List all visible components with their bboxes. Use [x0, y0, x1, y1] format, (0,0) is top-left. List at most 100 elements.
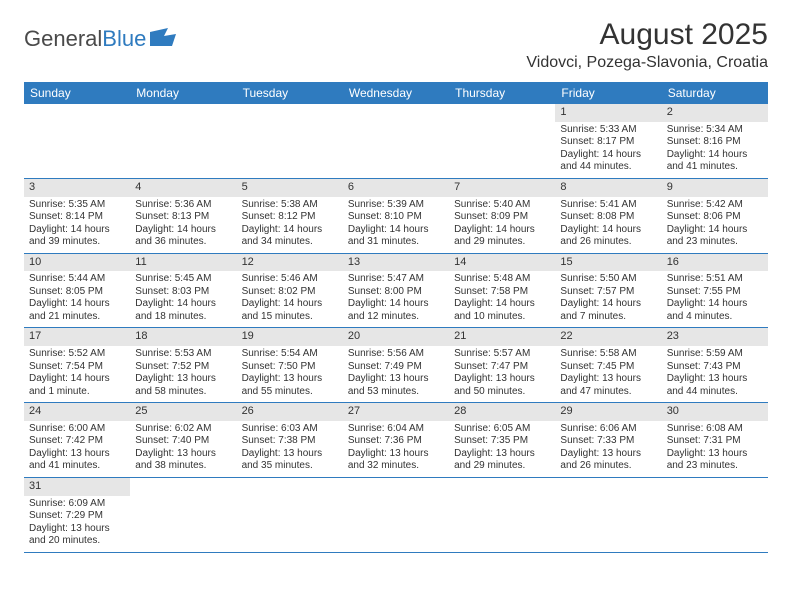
sunset-text: Sunset: 8:06 PM	[667, 211, 763, 224]
sunrise-text: Sunrise: 5:39 AM	[348, 199, 444, 212]
day-body: Sunrise: 5:53 AMSunset: 7:52 PMDaylight:…	[130, 346, 236, 402]
logo-flag-icon	[150, 26, 176, 52]
week-row: 1Sunrise: 5:33 AMSunset: 8:17 PMDaylight…	[24, 104, 768, 179]
day-body: Sunrise: 5:42 AMSunset: 8:06 PMDaylight:…	[662, 197, 768, 253]
sunset-text: Sunset: 7:38 PM	[242, 435, 338, 448]
month-title: August 2025	[526, 18, 768, 52]
sunset-text: Sunset: 8:05 PM	[29, 286, 125, 299]
sunset-text: Sunset: 7:50 PM	[242, 361, 338, 374]
daylight-text: Daylight: 13 hours and 35 minutes.	[242, 448, 338, 473]
sunset-text: Sunset: 8:09 PM	[454, 211, 550, 224]
daylight-text: Daylight: 14 hours and 10 minutes.	[454, 298, 550, 323]
sunrise-text: Sunrise: 5:41 AM	[560, 199, 656, 212]
sunset-text: Sunset: 7:49 PM	[348, 361, 444, 374]
sunset-text: Sunset: 8:03 PM	[135, 286, 231, 299]
sunset-text: Sunset: 7:58 PM	[454, 286, 550, 299]
day-body: Sunrise: 6:06 AMSunset: 7:33 PMDaylight:…	[555, 421, 661, 477]
day-body: Sunrise: 5:56 AMSunset: 7:49 PMDaylight:…	[343, 346, 449, 402]
day-number: 9	[662, 179, 768, 197]
sunrise-text: Sunrise: 5:48 AM	[454, 273, 550, 286]
sunset-text: Sunset: 8:16 PM	[667, 136, 763, 149]
daylight-text: Daylight: 14 hours and 4 minutes.	[667, 298, 763, 323]
day-number: 19	[237, 328, 343, 346]
sunset-text: Sunset: 8:00 PM	[348, 286, 444, 299]
daylight-text: Daylight: 13 hours and 47 minutes.	[560, 373, 656, 398]
sunset-text: Sunset: 8:10 PM	[348, 211, 444, 224]
day-cell-empty	[24, 104, 130, 178]
day-cell: 5Sunrise: 5:38 AMSunset: 8:12 PMDaylight…	[237, 179, 343, 253]
sunset-text: Sunset: 7:52 PM	[135, 361, 231, 374]
calendar: SundayMondayTuesdayWednesdayThursdayFrid…	[24, 82, 768, 553]
daylight-text: Daylight: 13 hours and 41 minutes.	[29, 448, 125, 473]
daylight-text: Daylight: 13 hours and 23 minutes.	[667, 448, 763, 473]
sunrise-text: Sunrise: 5:36 AM	[135, 199, 231, 212]
sunset-text: Sunset: 7:35 PM	[454, 435, 550, 448]
day-cell-empty	[343, 478, 449, 552]
daylight-text: Daylight: 14 hours and 31 minutes.	[348, 224, 444, 249]
sunrise-text: Sunrise: 5:40 AM	[454, 199, 550, 212]
day-body: Sunrise: 5:34 AMSunset: 8:16 PMDaylight:…	[662, 122, 768, 178]
day-cell: 15Sunrise: 5:50 AMSunset: 7:57 PMDayligh…	[555, 254, 661, 328]
day-cell-empty	[237, 478, 343, 552]
daylight-text: Daylight: 13 hours and 20 minutes.	[29, 523, 125, 548]
daylight-text: Daylight: 13 hours and 29 minutes.	[454, 448, 550, 473]
day-cell: 22Sunrise: 5:58 AMSunset: 7:45 PMDayligh…	[555, 328, 661, 402]
sunrise-text: Sunrise: 6:06 AM	[560, 423, 656, 436]
logo-text-2: Blue	[102, 26, 146, 52]
day-cell: 27Sunrise: 6:04 AMSunset: 7:36 PMDayligh…	[343, 403, 449, 477]
daylight-text: Daylight: 14 hours and 26 minutes.	[560, 224, 656, 249]
day-number: 15	[555, 254, 661, 272]
day-number: 8	[555, 179, 661, 197]
day-cell-empty	[449, 478, 555, 552]
day-cell: 4Sunrise: 5:36 AMSunset: 8:13 PMDaylight…	[130, 179, 236, 253]
day-cell: 30 Sunrise: 6:08 AMSunset: 7:31 PMDayligh…	[662, 403, 768, 477]
sunrise-text: Sunrise: 5:47 AM	[348, 273, 444, 286]
day-number: 25	[130, 403, 236, 421]
sunrise-text: Sunrise: 5:58 AM	[560, 348, 656, 361]
day-cell: 7Sunrise: 5:40 AMSunset: 8:09 PMDaylight…	[449, 179, 555, 253]
daylight-text: Daylight: 13 hours and 32 minutes.	[348, 448, 444, 473]
day-body: Sunrise: 5:38 AMSunset: 8:12 PMDaylight:…	[237, 197, 343, 253]
week-row: 10Sunrise: 5:44 AMSunset: 8:05 PMDayligh…	[24, 254, 768, 329]
day-number: 10	[24, 254, 130, 272]
sunset-text: Sunset: 8:02 PM	[242, 286, 338, 299]
day-cell: 14Sunrise: 5:48 AMSunset: 7:58 PMDayligh…	[449, 254, 555, 328]
day-number: 31	[24, 478, 130, 496]
day-cell: 24Sunrise: 6:00 AMSunset: 7:42 PMDayligh…	[24, 403, 130, 477]
daylight-text: Daylight: 14 hours and 39 minutes.	[29, 224, 125, 249]
sunset-text: Sunset: 8:13 PM	[135, 211, 231, 224]
logo-text-1: General	[24, 26, 102, 52]
day-cell: 6Sunrise: 5:39 AMSunset: 8:10 PMDaylight…	[343, 179, 449, 253]
daylight-text: Daylight: 14 hours and 12 minutes.	[348, 298, 444, 323]
header: GeneralBlue August 2025 Vidovci, Pozega-…	[24, 18, 768, 72]
sunrise-text: Sunrise: 5:59 AM	[667, 348, 763, 361]
day-number: 3	[24, 179, 130, 197]
logo: GeneralBlue	[24, 26, 176, 52]
day-body: Sunrise: 6:03 AMSunset: 7:38 PMDaylight:…	[237, 421, 343, 477]
daylight-text: Daylight: 14 hours and 18 minutes.	[135, 298, 231, 323]
weekday-header: Sunday	[24, 82, 130, 104]
daylight-text: Daylight: 14 hours and 36 minutes.	[135, 224, 231, 249]
day-cell: 28Sunrise: 6:05 AMSunset: 7:35 PMDayligh…	[449, 403, 555, 477]
day-body: Sunrise: 5:58 AMSunset: 7:45 PMDaylight:…	[555, 346, 661, 402]
sunset-text: Sunset: 7:55 PM	[667, 286, 763, 299]
sunset-text: Sunset: 7:45 PM	[560, 361, 656, 374]
daylight-text: Daylight: 13 hours and 26 minutes.	[560, 448, 656, 473]
day-body: Sunrise: 6:00 AMSunset: 7:42 PMDaylight:…	[24, 421, 130, 477]
day-body: Sunrise: 6:09 AMSunset: 7:29 PMDaylight:…	[24, 496, 130, 552]
sunset-text: Sunset: 7:31 PM	[667, 435, 763, 448]
day-number: 12	[237, 254, 343, 272]
day-cell: 12Sunrise: 5:46 AMSunset: 8:02 PMDayligh…	[237, 254, 343, 328]
day-cell: 18Sunrise: 5:53 AMSunset: 7:52 PMDayligh…	[130, 328, 236, 402]
day-body: Sunrise: 5:39 AMSunset: 8:10 PMDaylight:…	[343, 197, 449, 253]
day-number: 30	[662, 403, 768, 421]
day-body: Sunrise: 5:46 AMSunset: 8:02 PMDaylight:…	[237, 271, 343, 327]
day-number: 13	[343, 254, 449, 272]
day-cell: 10Sunrise: 5:44 AMSunset: 8:05 PMDayligh…	[24, 254, 130, 328]
day-number: 21	[449, 328, 555, 346]
day-number: 26	[237, 403, 343, 421]
day-number: 6	[343, 179, 449, 197]
sunrise-text: Sunrise: 6:05 AM	[454, 423, 550, 436]
sunrise-text: Sunrise: 6:08 AM	[667, 423, 763, 436]
week-row: 17Sunrise: 5:52 AMSunset: 7:54 PMDayligh…	[24, 328, 768, 403]
